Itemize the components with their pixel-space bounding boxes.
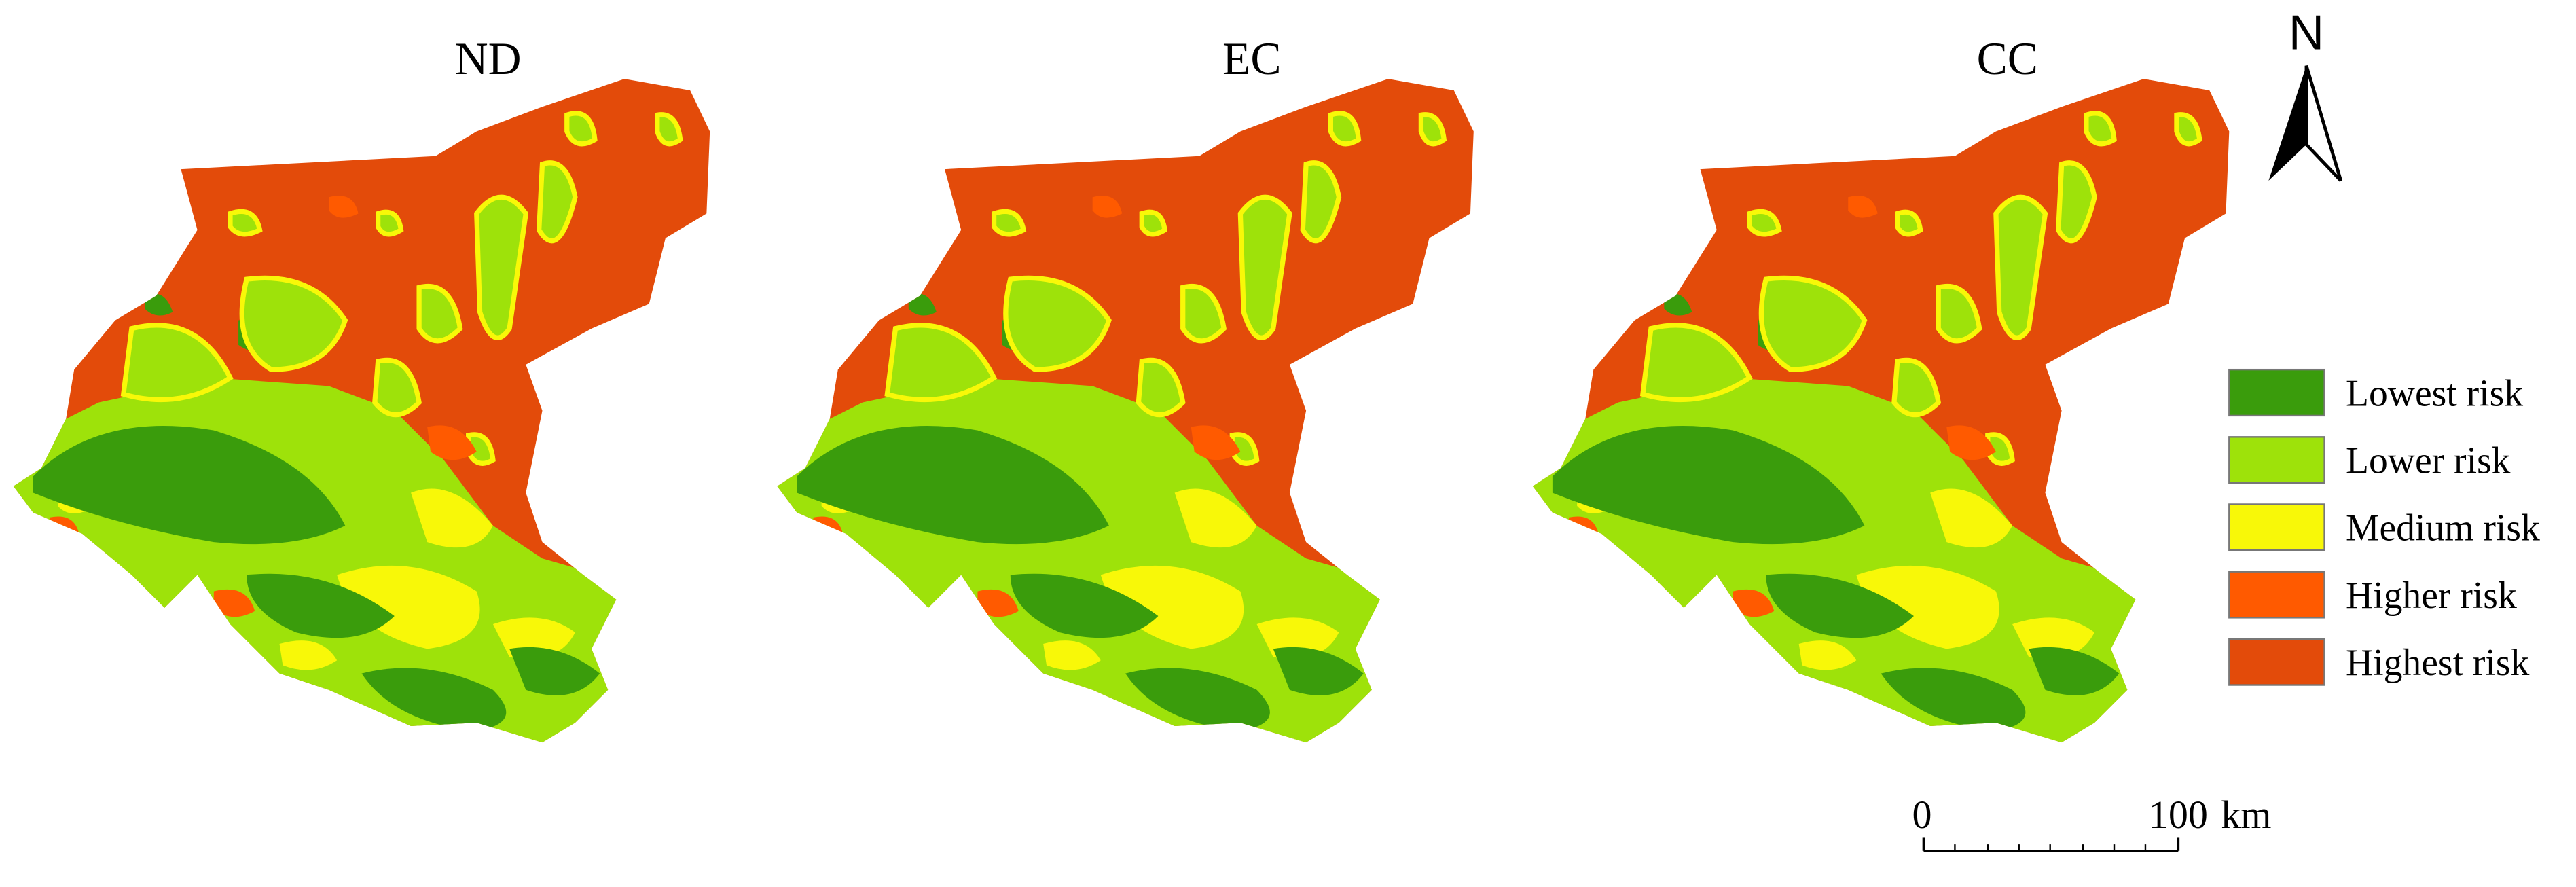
scale-unit: km bbox=[2221, 793, 2271, 837]
legend-swatch bbox=[2228, 368, 2325, 417]
zone-medium bbox=[411, 488, 493, 548]
legend-label: Lower risk bbox=[2346, 440, 2511, 482]
zone-lowest bbox=[145, 293, 173, 316]
zone-lower bbox=[564, 111, 598, 147]
zone-lower bbox=[1993, 194, 2048, 340]
zone-lowest bbox=[1664, 293, 1692, 316]
zone-higher bbox=[329, 196, 359, 218]
zone-lower bbox=[1136, 357, 1186, 418]
zone-lower bbox=[416, 284, 463, 344]
map-panel: EC bbox=[777, 33, 1474, 743]
zone-lower bbox=[1747, 209, 1782, 237]
zone-lower bbox=[1300, 160, 1342, 244]
zone-lower bbox=[376, 209, 404, 237]
zone-lower bbox=[1180, 284, 1227, 344]
scale-end: 100 bbox=[2149, 793, 2208, 837]
zone-lower bbox=[1936, 284, 1982, 344]
zone-lower bbox=[1895, 209, 1923, 237]
zone-lower bbox=[1985, 432, 2015, 466]
zone-lower bbox=[1758, 275, 1868, 372]
zone-lower bbox=[474, 194, 529, 340]
zone-lower bbox=[1237, 194, 1292, 340]
zone-medium bbox=[337, 565, 480, 649]
legend-label: Higher risk bbox=[2346, 575, 2517, 617]
legend-label: Lowest risk bbox=[2346, 372, 2523, 414]
zone-medium bbox=[1100, 565, 1244, 649]
scale-start: 0 bbox=[1912, 793, 1932, 837]
map-title: EC bbox=[1222, 33, 1282, 84]
zone-higher bbox=[1946, 425, 1996, 460]
zone-medium bbox=[1798, 640, 1857, 670]
zone-lower bbox=[1418, 112, 1447, 147]
zone-lowest bbox=[908, 293, 937, 316]
zone-lower bbox=[1139, 209, 1168, 237]
zone-lower bbox=[228, 209, 263, 237]
legend-label: Highest risk bbox=[2346, 642, 2530, 684]
zone-medium bbox=[1930, 488, 2013, 548]
zone-lower bbox=[1891, 357, 1942, 418]
legend-swatch bbox=[2228, 503, 2325, 551]
zone-lower bbox=[1639, 323, 1753, 403]
zone-lowest bbox=[361, 668, 507, 731]
north-arrow: N bbox=[2268, 5, 2343, 182]
zone-lower bbox=[239, 275, 348, 372]
zone-lowest bbox=[1552, 425, 1865, 545]
map-panel: CC bbox=[1532, 33, 2230, 743]
zone-higher bbox=[213, 589, 255, 617]
zone-lowest bbox=[797, 425, 1109, 545]
zone-lower bbox=[372, 357, 422, 418]
zone-medium bbox=[279, 640, 338, 670]
zone-lowest bbox=[1010, 573, 1159, 638]
map-title: CC bbox=[1977, 33, 2038, 84]
zone-lower bbox=[1328, 111, 1362, 147]
zone-lowest bbox=[247, 573, 395, 638]
zone-medium bbox=[1174, 488, 1257, 548]
zone-higher bbox=[977, 589, 1019, 617]
zone-lower bbox=[466, 432, 496, 466]
zone-lower bbox=[536, 160, 578, 244]
zone-lower bbox=[120, 323, 234, 403]
map-title: ND bbox=[455, 33, 522, 84]
zone-lowest bbox=[509, 647, 600, 695]
zone-medium bbox=[1043, 640, 1101, 670]
zone-higher bbox=[1092, 196, 1123, 218]
zone-higher bbox=[427, 425, 477, 460]
zone-lowest bbox=[2029, 647, 2120, 695]
map-panel: ND bbox=[13, 33, 710, 743]
legend-swatch bbox=[2228, 436, 2325, 484]
zone-higher bbox=[1848, 196, 1878, 218]
zone-lower bbox=[1229, 432, 1260, 466]
zone-lowest bbox=[1881, 668, 2026, 731]
scale-bar: 0 100 km bbox=[1912, 793, 2271, 852]
zone-lowest bbox=[1273, 647, 1364, 695]
legend-swatch bbox=[2228, 571, 2325, 619]
zone-higher bbox=[1733, 589, 1775, 617]
zone-lower bbox=[655, 112, 683, 147]
legend-label: Medium risk bbox=[2346, 507, 2540, 549]
zone-lowest bbox=[1125, 668, 1270, 731]
zone-higher bbox=[1191, 425, 1241, 460]
zone-lower bbox=[884, 323, 998, 403]
zone-lower bbox=[2084, 111, 2117, 147]
zone-lower bbox=[2174, 112, 2202, 147]
legend-swatch bbox=[2228, 638, 2325, 686]
north-label: N bbox=[2289, 5, 2324, 60]
zone-medium bbox=[1856, 565, 1999, 649]
zone-lowest bbox=[1766, 573, 1914, 638]
zone-lower bbox=[1003, 275, 1112, 372]
zone-lowest bbox=[33, 425, 346, 545]
zone-lower bbox=[2056, 160, 2097, 244]
zone-lower bbox=[991, 209, 1027, 237]
